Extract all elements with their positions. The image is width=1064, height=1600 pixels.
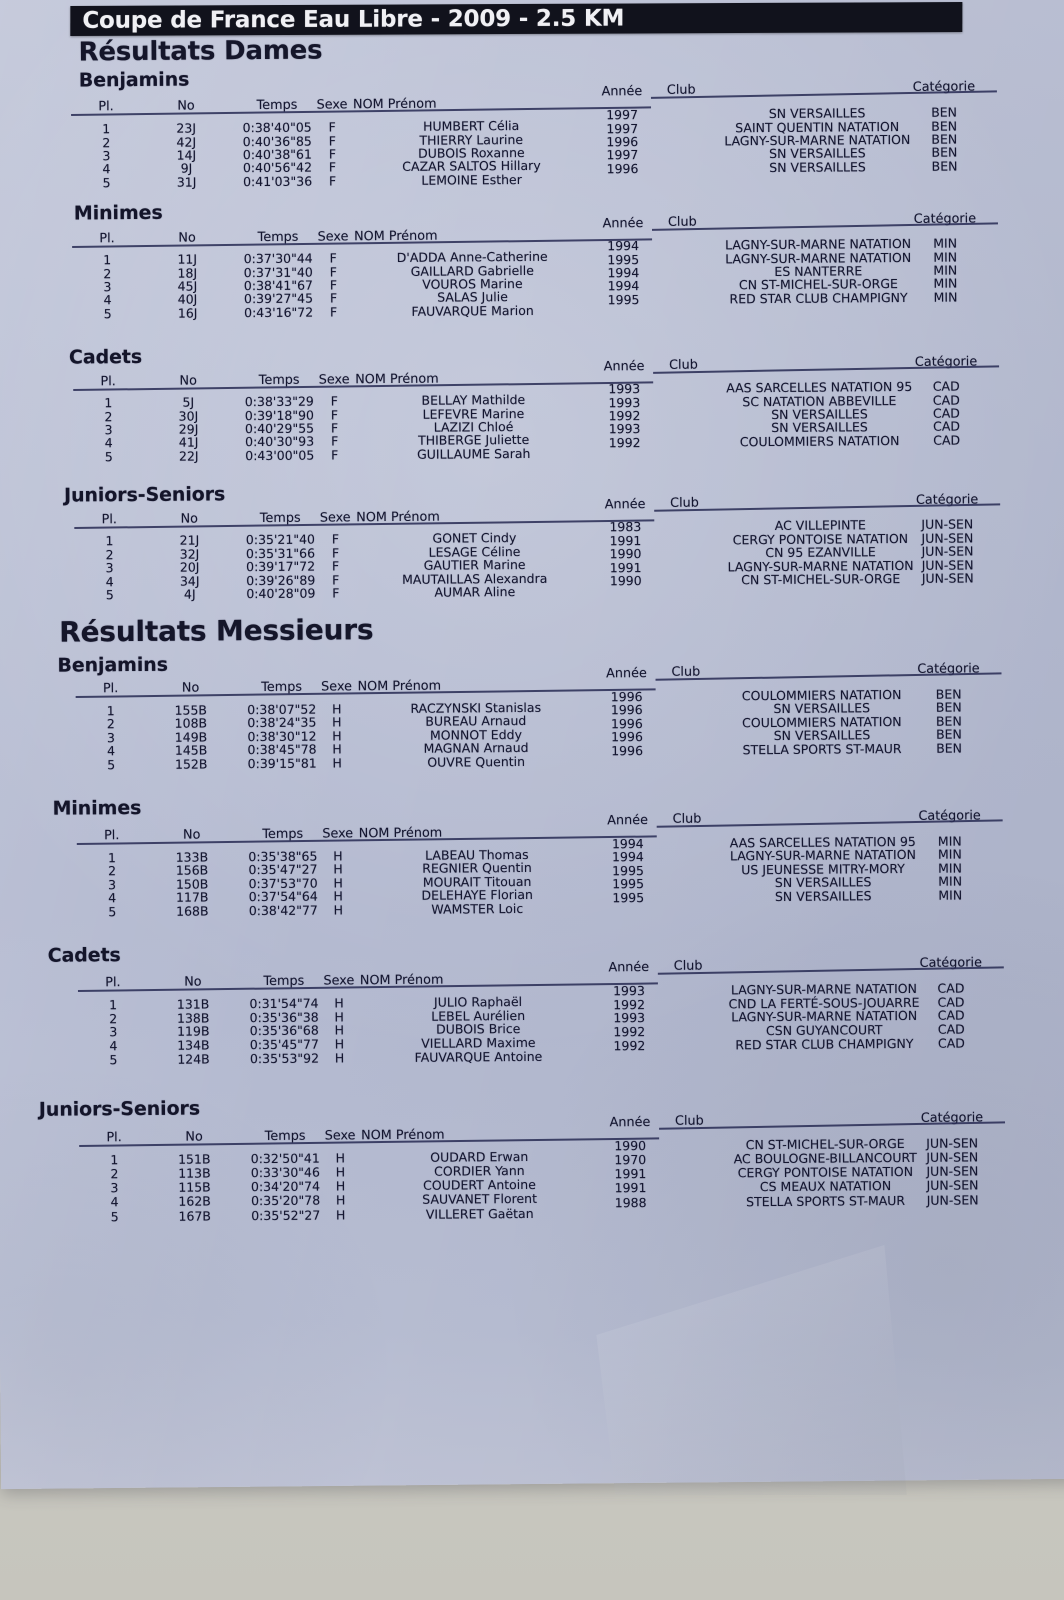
- cell-annee: 1990: [614, 1138, 647, 1154]
- cell-sexe: F: [332, 585, 340, 601]
- cell-pl: 5: [104, 448, 113, 464]
- table-heading: Benjamins: [57, 653, 168, 677]
- column-header-annee: Année: [606, 666, 647, 682]
- cell-pl: 1: [110, 1152, 119, 1168]
- cell-pl: 5: [102, 174, 111, 190]
- cell-pl: 5: [110, 1208, 119, 1224]
- cell-no: 22J: [178, 448, 199, 464]
- cell-pl: 2: [110, 1166, 119, 1182]
- cell-nom: FAUVARQUE Marion: [411, 302, 534, 319]
- cell-annee: 1990: [609, 573, 642, 589]
- table-heading: Minimes: [52, 796, 142, 820]
- section-heading-dames: Résultats Dames: [78, 35, 323, 68]
- cell-pl: 4: [110, 1194, 119, 1210]
- cell-categorie: JUN-SEN: [921, 570, 974, 586]
- column-header-pl: Pl.: [106, 1130, 122, 1146]
- cell-sexe: H: [332, 754, 342, 770]
- column-header-pl: Pl.: [98, 99, 114, 115]
- cell-categorie: CAD: [933, 432, 961, 448]
- column-header-pl: Pl.: [102, 681, 119, 697]
- cell-categorie: MIN: [938, 887, 963, 903]
- cell-pl: 5: [103, 305, 112, 321]
- table-heading: Juniors-Seniors: [63, 483, 226, 507]
- column-header-pl: Pl.: [101, 512, 117, 528]
- cell-no: 168B: [176, 903, 209, 919]
- table-heading: Cadets: [47, 944, 121, 967]
- cell-annee: 1995: [607, 291, 640, 307]
- cell-sexe: H: [335, 1192, 346, 1208]
- cell-categorie: MIN: [933, 289, 958, 305]
- cell-annee: 1992: [613, 1038, 646, 1054]
- cell-nom: OUVRE Quentin: [427, 753, 526, 770]
- cell-sexe: H: [333, 902, 344, 918]
- cell-nom: WAMSTER Loic: [431, 900, 524, 917]
- cell-pl: 5: [107, 756, 116, 772]
- cell-no: 4J: [183, 586, 196, 602]
- cell-nom: VILLERET Gaëtan: [425, 1205, 534, 1222]
- column-header-annee: Année: [604, 497, 646, 513]
- column-header-annee: Année: [603, 359, 645, 375]
- cell-sexe: H: [335, 1150, 346, 1166]
- document-title: Coupe de France Eau Libre - 2009 - 2.5 K…: [82, 5, 625, 34]
- cell-pl: 3: [110, 1180, 119, 1196]
- column-header-pl: Pl.: [99, 231, 115, 247]
- column-header-pl: Pl.: [105, 975, 121, 991]
- cell-annee: 1996: [606, 160, 639, 176]
- cell-sexe: H: [334, 1050, 345, 1066]
- cell-sexe: F: [329, 303, 338, 319]
- cell-annee: 1988: [614, 1194, 647, 1210]
- cell-nom: LEMOINE Esther: [421, 171, 522, 188]
- cell-annee: 1995: [612, 890, 645, 906]
- cell-no: 167B: [178, 1207, 212, 1224]
- column-header-annee: Année: [607, 812, 649, 829]
- cell-categorie: JUN-SEN: [926, 1191, 979, 1208]
- column-header-annee: Année: [602, 216, 644, 232]
- column-header-annee: Année: [608, 959, 650, 976]
- table-heading: Juniors-Seniors: [38, 1097, 201, 1121]
- cell-pl: 5: [109, 1052, 118, 1068]
- cell-pl: 5: [108, 904, 117, 920]
- cell-sexe: H: [335, 1164, 346, 1180]
- cell-annee: 1996: [611, 742, 644, 758]
- table-heading: Minimes: [73, 201, 163, 225]
- column-header-annee: Année: [609, 1114, 651, 1131]
- cell-categorie: BEN: [936, 740, 963, 756]
- cell-sexe: H: [335, 1206, 346, 1222]
- cell-no: 124B: [177, 1051, 210, 1067]
- cell-sexe: H: [335, 1178, 346, 1194]
- cell-nom: FAUVARQUE Antoine: [414, 1048, 543, 1065]
- cell-nom: GUILLAUME Sarah: [416, 445, 531, 462]
- cell-nom: AUMAR Aline: [434, 584, 516, 600]
- column-header-annee: Année: [601, 84, 643, 100]
- column-header-pl: Pl.: [100, 374, 116, 390]
- cell-pl: 5: [105, 587, 114, 603]
- cell-no: 16J: [177, 305, 198, 321]
- section-heading-messieurs: Résultats Messieurs: [59, 613, 374, 649]
- cell-annee: 1991: [614, 1180, 647, 1196]
- cell-annee: 1970: [614, 1152, 647, 1168]
- cell-no: 31J: [176, 174, 197, 190]
- table-heading: Cadets: [68, 345, 143, 369]
- document-banner: Coupe de France Eau Libre - 2009 - 2.5 K…: [70, 2, 963, 36]
- cell-sexe: F: [328, 172, 337, 188]
- column-header-pl: Pl.: [104, 828, 120, 844]
- cell-categorie: CAD: [937, 1035, 965, 1051]
- cell-no: 152B: [174, 755, 208, 772]
- cell-sexe: F: [331, 446, 339, 462]
- cell-categorie: BEN: [931, 158, 958, 174]
- cell-annee: 1992: [608, 434, 641, 450]
- table-heading: Benjamins: [78, 68, 190, 92]
- printed-results-document: Coupe de France Eau Libre - 2009 - 2.5 K…: [38, 2, 1006, 1224]
